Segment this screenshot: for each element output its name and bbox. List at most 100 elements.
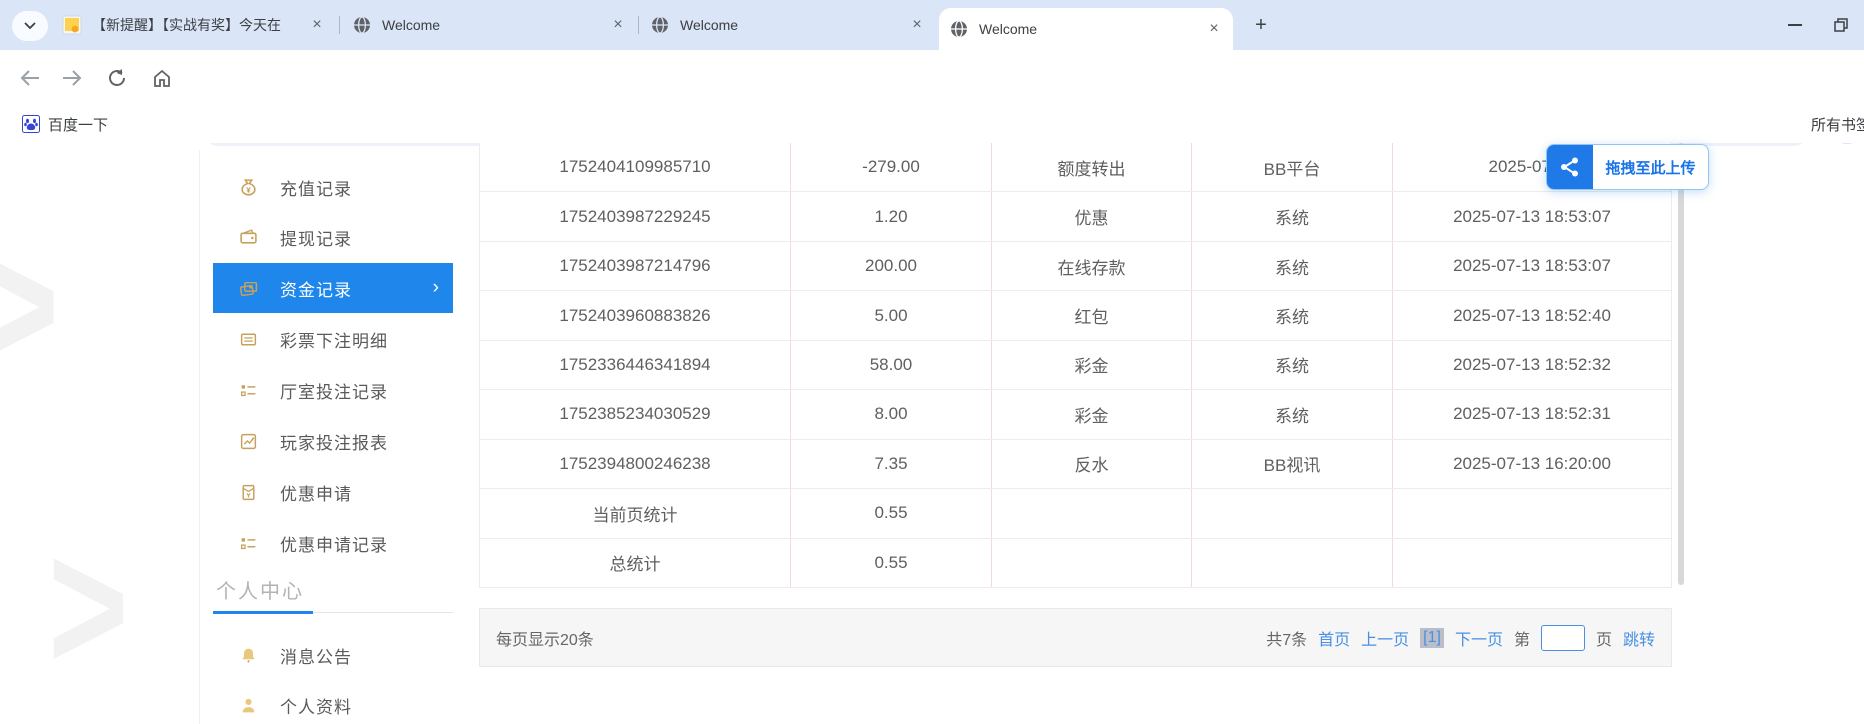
sidebar-item-player-bet-report[interactable]: 玩家投注报表 bbox=[213, 416, 453, 466]
sidebar-item-recharge-records[interactable]: 充值记录 bbox=[213, 162, 453, 212]
table-row: 1752394800246238 7.35 反水 BB视讯 2025-07-13… bbox=[480, 439, 1671, 490]
tab-title: Welcome bbox=[680, 17, 739, 33]
cell-time: 2025-07-13 18:52:32 bbox=[1453, 354, 1611, 374]
cell-summary-label: 总统计 bbox=[480, 538, 791, 587]
sidebar-item-label: 充值记录 bbox=[280, 179, 352, 199]
globe-favicon-icon bbox=[354, 16, 370, 34]
current-page-indicator: [1] bbox=[1420, 627, 1444, 648]
close-icon[interactable]: × bbox=[613, 16, 623, 33]
table-row: 1752385234030529 8.00 彩金 系统 2025-07-13 1… bbox=[480, 390, 1671, 440]
browser-toolbar: js13.cc/hhcp/usercenter.html?iniType=6 ☆ bbox=[0, 50, 1864, 146]
tab-title: 【新提醒】【实战有奖】今天在 bbox=[92, 17, 281, 33]
list-boxes-icon bbox=[241, 537, 256, 549]
cell-type: 彩金 bbox=[992, 390, 1192, 439]
sidebar-item-label: 优惠申请记录 bbox=[280, 535, 388, 555]
cell-platform: 系统 bbox=[1192, 340, 1393, 390]
sidebar-item-hall-bet-records[interactable]: 厅室投注记录 bbox=[213, 365, 453, 415]
minimize-button[interactable] bbox=[1772, 0, 1818, 50]
cell-time: 2025-07-13 16:20:00 bbox=[1453, 453, 1611, 473]
sidebar-item-withdraw-records[interactable]: 提现记录 bbox=[213, 212, 453, 262]
tab-divider bbox=[638, 16, 639, 34]
cell-time: 2025-07-13 18:52:40 bbox=[1453, 305, 1611, 325]
sidebar-item-funds-records[interactable]: 资金记录 › bbox=[213, 263, 453, 313]
cell-platform: BB视讯 bbox=[1192, 439, 1393, 489]
cell-amount: 5.00 bbox=[791, 291, 992, 340]
person-icon bbox=[242, 698, 255, 712]
prev-page-link[interactable]: 上一页 bbox=[1361, 631, 1410, 649]
document-list-icon bbox=[240, 332, 257, 346]
underline-accent bbox=[213, 611, 313, 614]
first-page-link[interactable]: 首页 bbox=[1318, 631, 1351, 649]
jump-button[interactable]: 跳转 bbox=[1622, 631, 1655, 649]
sidebar-item-promo-apply[interactable]: 优惠申请 bbox=[213, 467, 453, 517]
close-icon[interactable]: × bbox=[912, 16, 922, 33]
sidebar-item-message-announcements[interactable]: 消息公告 bbox=[213, 630, 453, 680]
jump-prefix-label: 第 bbox=[1513, 631, 1530, 649]
cell-order-id: 1752403987229245 bbox=[480, 192, 791, 241]
cell-type: 反水 bbox=[992, 439, 1192, 489]
close-icon[interactable]: × bbox=[1209, 20, 1219, 37]
globe-favicon-icon bbox=[951, 20, 967, 38]
cell-amount: 1.20 bbox=[791, 192, 992, 241]
tab-1[interactable]: 【新提醒】【实战有奖】今天在 × bbox=[52, 0, 336, 50]
sidebar-item-lottery-bet-details[interactable]: 彩票下注明细 bbox=[213, 314, 453, 364]
wallet-icon bbox=[240, 228, 257, 244]
cell-amount: 7.35 bbox=[791, 439, 992, 489]
reload-button[interactable] bbox=[103, 64, 131, 92]
restore-icon bbox=[1834, 18, 1848, 32]
watermark-chevron: > bbox=[0, 188, 60, 422]
sidebar-item-label: 个人资料 bbox=[280, 697, 352, 717]
all-bookmarks-button[interactable]: 所有书签 bbox=[1794, 110, 1864, 138]
money-cards-icon bbox=[239, 281, 258, 296]
forward-button[interactable] bbox=[58, 64, 86, 92]
cell-platform bbox=[1192, 538, 1393, 587]
jump-suffix-label: 页 bbox=[1595, 631, 1612, 649]
cell-platform: 系统 bbox=[1192, 192, 1393, 241]
upload-label: 拖拽至此上传 bbox=[1605, 159, 1696, 177]
chevron-right-icon: › bbox=[432, 277, 439, 298]
cell-platform: 系统 bbox=[1192, 241, 1393, 291]
note-favicon-icon bbox=[62, 15, 82, 35]
total-count-label: 共7条 bbox=[1266, 631, 1308, 649]
sidebar-section-personal-center: 个人中心 bbox=[216, 581, 304, 603]
sidebar-item-promo-apply-records[interactable]: 优惠申请记录 bbox=[213, 518, 453, 568]
table-row: 1752404109985710 -279.00 额度转出 BB平台 2025-… bbox=[480, 143, 1671, 193]
reload-icon bbox=[109, 69, 125, 86]
tab-3[interactable]: Welcome × bbox=[640, 0, 936, 50]
new-tab-button[interactable]: + bbox=[1255, 14, 1267, 36]
table-scrollbar[interactable] bbox=[1678, 143, 1684, 585]
cell-amount: 0.55 bbox=[791, 538, 992, 587]
cell-amount: 8.00 bbox=[791, 390, 992, 439]
table-row: 1752403960883826 5.00 红包 系统 2025-07-13 1… bbox=[480, 291, 1671, 341]
next-page-link[interactable]: 下一页 bbox=[1454, 631, 1503, 649]
all-bookmarks-label: 所有书签 bbox=[1811, 116, 1864, 134]
watermark-chevron: > bbox=[48, 502, 129, 711]
cell-type: 红包 bbox=[992, 291, 1192, 340]
sidebar-item-personal-profile[interactable]: 个人资料 bbox=[213, 680, 453, 724]
cell-type bbox=[992, 538, 1192, 587]
cell-time: 2025-07-13 18:52:31 bbox=[1453, 404, 1611, 424]
restore-button[interactable] bbox=[1818, 0, 1864, 50]
cell-time bbox=[1393, 539, 1671, 587]
page-jump-input[interactable] bbox=[1540, 624, 1585, 651]
tab-search-button[interactable] bbox=[12, 11, 48, 41]
close-icon[interactable]: × bbox=[312, 16, 322, 33]
bell-icon bbox=[242, 648, 255, 662]
bookmark-label: 百度一下 bbox=[48, 116, 109, 134]
cell-amount: 58.00 bbox=[791, 340, 992, 390]
sidebar-item-label: 资金记录 bbox=[280, 280, 352, 300]
back-button[interactable] bbox=[16, 64, 44, 92]
tab-4-active[interactable]: Welcome × bbox=[939, 8, 1233, 50]
sidebar-item-label: 厅室投注记录 bbox=[280, 382, 388, 402]
table-row: 1752336446341894 58.00 彩金 系统 2025-07-13 … bbox=[480, 340, 1671, 391]
drag-upload-dropzone[interactable]: 拖拽至此上传 bbox=[1546, 144, 1709, 190]
home-button[interactable] bbox=[148, 64, 176, 92]
cell-platform bbox=[1192, 489, 1393, 538]
bookmark-baidu[interactable]: 百度一下 bbox=[14, 110, 116, 138]
cell-time bbox=[1393, 489, 1671, 537]
share-nodes-icon bbox=[1561, 157, 1578, 177]
home-icon bbox=[154, 69, 170, 87]
cell-order-id: 1752403987214796 bbox=[480, 241, 791, 291]
tab-2[interactable]: Welcome × bbox=[342, 0, 637, 50]
cell-amount: 200.00 bbox=[791, 241, 992, 291]
